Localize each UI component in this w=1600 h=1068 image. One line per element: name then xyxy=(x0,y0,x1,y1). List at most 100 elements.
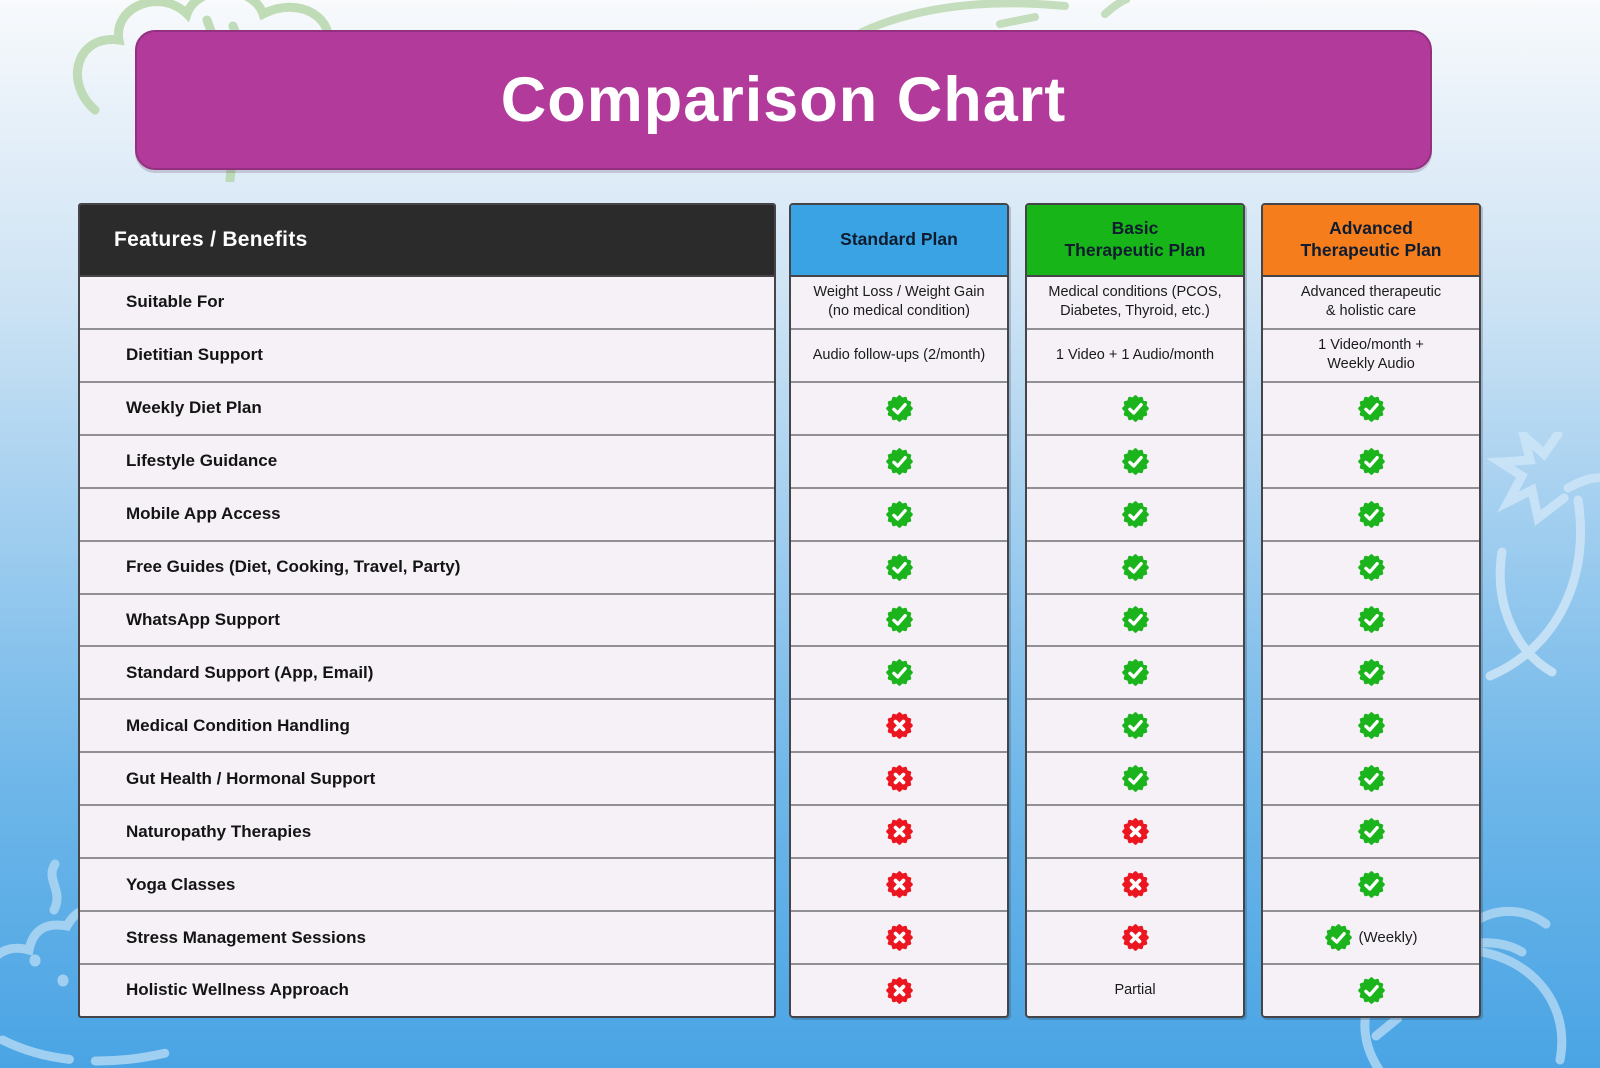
plan-cell: 1 Video + 1 Audio/month xyxy=(1027,327,1243,381)
plan-cell xyxy=(1263,486,1479,540)
herb-illustration xyxy=(858,0,1130,34)
cell-suffix-text: (Weekly) xyxy=(1358,928,1418,946)
cross-badge-icon xyxy=(1121,818,1149,845)
plan-cells: Medical conditions (PCOS, Diabetes, Thyro… xyxy=(1027,277,1243,1016)
plan-cell xyxy=(791,486,1007,540)
check-badge-icon xyxy=(1357,606,1385,634)
check-badge-icon xyxy=(1357,395,1385,422)
features-header-label: Features / Benefits xyxy=(114,228,308,251)
check-badge-icon xyxy=(1324,924,1352,951)
cell-text-line: (no medical condition) xyxy=(828,303,970,320)
plan-card: Basic Therapeutic Plan Medical conditions … xyxy=(1025,203,1245,1018)
check-badge-icon xyxy=(1121,395,1149,422)
cross-badge-icon xyxy=(885,924,913,951)
check-badge-icon xyxy=(1121,765,1149,793)
plan-cell xyxy=(1027,698,1243,751)
cell-text-line: Audio follow-ups (2/month) xyxy=(812,346,986,363)
plan-cell xyxy=(791,804,1007,857)
feature-row: Medical Condition Handling xyxy=(80,698,774,751)
plan-cell: Audio follow-ups (2/month) xyxy=(791,327,1007,381)
features-rows: Suitable For Dietitian Support Weekly Diet… xyxy=(80,277,774,1016)
cross-badge-icon xyxy=(885,818,913,845)
check-badge-icon xyxy=(1357,712,1385,740)
cell-text-line: Diabetes, Thyroid, etc.) xyxy=(1060,303,1210,320)
cell-text-line: & holistic care xyxy=(1325,303,1417,320)
plan-cell xyxy=(1027,592,1243,646)
plan-cells: Weight Loss / Weight Gain (no medical con… xyxy=(791,277,1007,1016)
cross-badge-icon xyxy=(885,765,913,793)
plan-header: Basic Therapeutic Plan xyxy=(1027,205,1243,277)
plan-cell xyxy=(791,962,1007,1016)
check-badge-icon xyxy=(885,500,913,528)
plan-cell xyxy=(791,645,1007,698)
check-badge-icon xyxy=(1357,500,1385,528)
plan-card: Advanced Therapeutic Plan Advanced therape… xyxy=(1261,203,1481,1018)
page-title: Comparison Chart xyxy=(500,65,1067,135)
plan-columns: Standard Plan Weight Loss / Weight Gain (n… xyxy=(789,203,1481,1018)
cross-badge-icon xyxy=(1121,924,1149,951)
check-badge-icon xyxy=(1121,659,1149,687)
feature-row: Gut Health / Hormonal Support xyxy=(80,751,774,804)
plan-cell xyxy=(1027,433,1243,487)
check-badge-icon xyxy=(1357,977,1385,1004)
check-badge-icon xyxy=(1121,500,1149,528)
check-badge-icon xyxy=(885,606,913,634)
plan-cell xyxy=(1263,592,1479,646)
plan-cell xyxy=(791,433,1007,487)
check-badge-icon xyxy=(885,659,913,687)
plan-header: Advanced Therapeutic Plan xyxy=(1263,205,1479,277)
plan-cell xyxy=(1027,539,1243,593)
feature-row: Holistic Wellness Approach xyxy=(80,962,774,1016)
plan-cell xyxy=(1263,804,1479,857)
plan-cell xyxy=(1027,857,1243,910)
plan-cell xyxy=(791,380,1007,434)
cell-text-line: 1 Video + 1 Audio/month xyxy=(1055,346,1215,363)
cell-text-line: 1 Video/month + xyxy=(1318,337,1424,354)
plan-cell xyxy=(1263,433,1479,487)
plan-name-line: Therapeutic Plan xyxy=(1064,240,1206,260)
plan-cell xyxy=(1027,751,1243,804)
plan-name-line: Standard Plan xyxy=(840,229,958,250)
plan-cell xyxy=(1027,486,1243,540)
plan-cell xyxy=(1263,645,1479,698)
feature-row: Naturopathy Therapies xyxy=(80,804,774,857)
feature-row: Stress Management Sessions xyxy=(80,910,774,963)
cross-badge-icon xyxy=(885,977,913,1004)
plan-cells: Advanced therapeutic & holistic care 1 Vid… xyxy=(1263,277,1479,1016)
plan-name-line: Basic xyxy=(1111,218,1159,239)
check-badge-icon xyxy=(1357,447,1385,475)
feature-row: Yoga Classes xyxy=(80,857,774,910)
check-badge-icon xyxy=(1121,606,1149,634)
check-badge-icon xyxy=(1357,659,1385,687)
cell-text-line: Weight Loss / Weight Gain xyxy=(813,284,985,301)
plan-cell xyxy=(1027,645,1243,698)
plan-cell xyxy=(1263,857,1479,910)
plan-header: Standard Plan xyxy=(791,205,1007,277)
plan-cell: Partial xyxy=(1027,962,1243,1016)
feature-row: Weekly Diet Plan xyxy=(80,380,774,434)
check-badge-icon xyxy=(1357,765,1385,793)
cross-badge-icon xyxy=(1121,871,1149,898)
plan-cell xyxy=(791,857,1007,910)
plan-cell xyxy=(1027,910,1243,963)
cell-text-line: Weekly Audio xyxy=(1327,356,1415,373)
feature-row: Suitable For xyxy=(126,292,225,312)
cell-text-line: Medical conditions (PCOS, xyxy=(1048,284,1222,301)
plan-cell xyxy=(791,698,1007,751)
check-badge-icon xyxy=(885,553,913,581)
plan-cell xyxy=(1027,380,1243,434)
plan-cell xyxy=(791,910,1007,963)
plan-cell xyxy=(1263,380,1479,434)
check-badge-icon xyxy=(1357,871,1385,898)
check-badge-icon xyxy=(1357,818,1385,845)
check-badge-icon xyxy=(1357,553,1385,581)
check-badge-icon xyxy=(885,447,913,475)
plan-cell xyxy=(1263,539,1479,593)
plan-cell xyxy=(1263,962,1479,1016)
plan-cell: Weight Loss / Weight Gain (no medical con… xyxy=(791,277,1007,328)
cross-badge-icon xyxy=(885,871,913,898)
plan-cell xyxy=(791,539,1007,593)
plan-cell: Medical conditions (PCOS, Diabetes, Thyro… xyxy=(1027,277,1243,328)
plan-cell: (Weekly) xyxy=(1263,910,1479,963)
check-badge-icon xyxy=(1121,447,1149,475)
